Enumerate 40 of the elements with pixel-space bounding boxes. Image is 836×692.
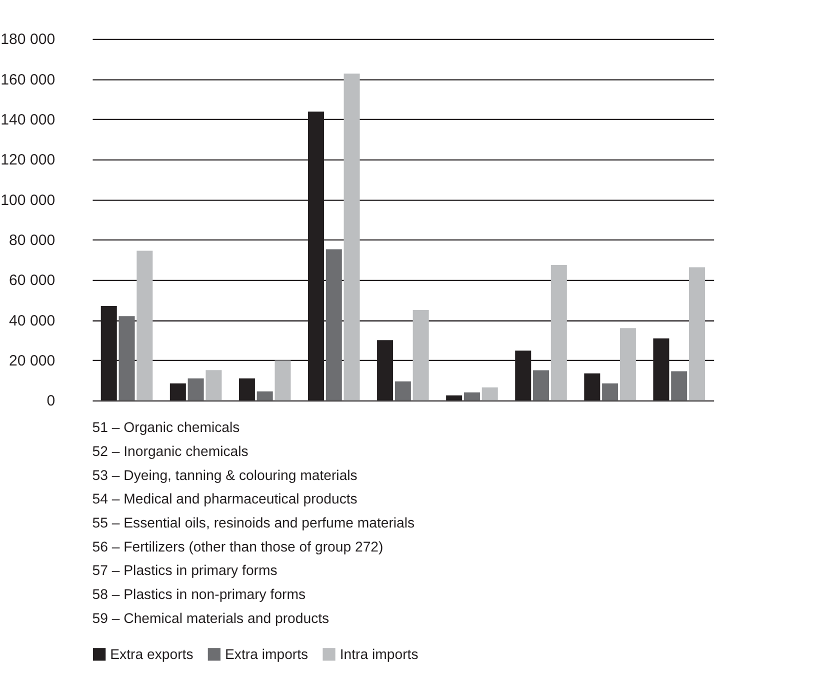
text: 55 – Essential oils, resinoids and perfume materials	[92, 514, 415, 531]
y-tick-label: 0	[46, 392, 56, 410]
text: 59 – Chemical materials and products	[92, 610, 330, 626]
bar	[344, 74, 360, 400]
y-tick-label: 60 000	[9, 272, 56, 290]
bar	[412, 310, 429, 400]
legend-label: Extra imports	[225, 646, 308, 662]
legend-label: Extra exports	[110, 646, 194, 662]
y-tick-label: 180 000	[0, 31, 56, 48]
bar	[688, 267, 705, 400]
y-tick-label: 40 000	[9, 312, 56, 330]
legend-label: Intra imports	[340, 646, 418, 662]
bar	[464, 392, 480, 400]
text: 56 – Fertilizers (other than those of group 272)	[92, 538, 384, 554]
bar	[482, 387, 498, 400]
text: 53 – Dyeing, tanning & colouring materials	[92, 466, 358, 483]
text: 51 – Organic chemicals	[92, 419, 240, 436]
bar	[326, 249, 342, 400]
bar	[620, 328, 636, 400]
bar	[206, 370, 222, 400]
bar	[136, 250, 153, 400]
y-tick-label: 140 000	[0, 111, 56, 128]
bar	[394, 381, 411, 400]
bar	[188, 378, 204, 400]
y-tick-label: 120 000	[0, 152, 56, 169]
bar	[671, 371, 688, 400]
text: 57 – Plastics in primary forms	[92, 562, 278, 578]
y-tick-label: 20 000	[9, 352, 56, 370]
text: 54 – Medical and pharmaceutical products	[92, 490, 358, 507]
bar	[550, 265, 567, 400]
y-tick-label: 160 000	[0, 71, 56, 88]
y-tick-label: 80 000	[9, 232, 56, 249]
bar	[256, 391, 273, 400]
y-tick-label: 100 000	[0, 192, 56, 209]
bar	[533, 370, 550, 400]
bar	[602, 383, 618, 400]
text: 52 – Inorganic chemicals	[92, 442, 248, 459]
bar	[118, 316, 135, 400]
text: 58 – Plastics in non-primary forms	[92, 586, 306, 602]
bar	[274, 360, 291, 400]
